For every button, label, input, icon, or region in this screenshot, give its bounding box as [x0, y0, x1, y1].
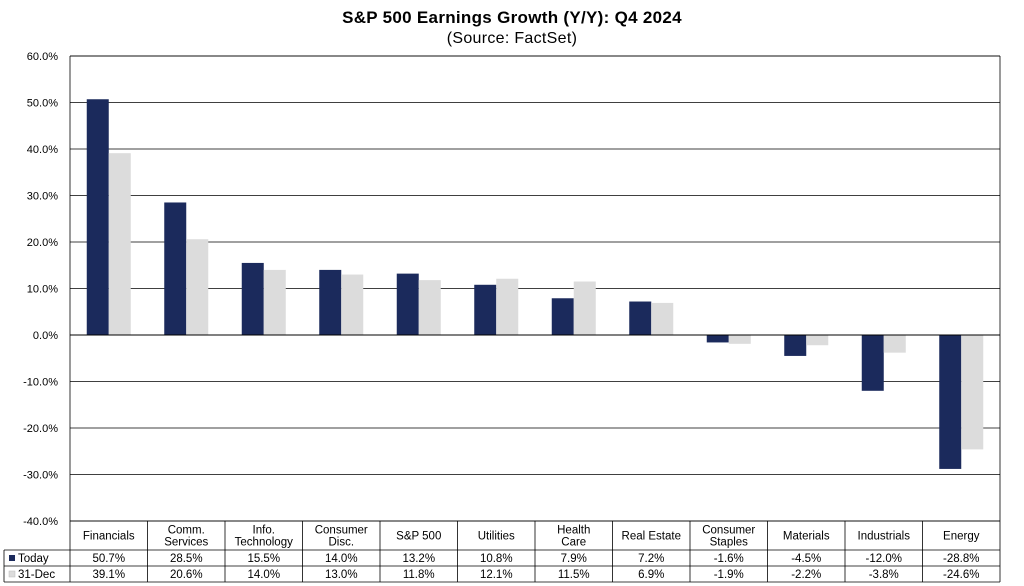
bar-31-dec [341, 274, 364, 335]
data-table-value: -28.8% [943, 553, 979, 565]
y-tick-label: 20.0% [27, 237, 58, 249]
data-table-value: 13.2% [402, 553, 435, 565]
legend-series-name: Today [18, 553, 49, 565]
y-tick-label: 40.0% [27, 144, 58, 156]
category-label: Utilities [478, 531, 515, 543]
category-label: Industrials [858, 531, 911, 543]
bar-31-dec [728, 335, 751, 344]
category-label: Care [561, 537, 586, 549]
bar-31-dec [263, 269, 286, 335]
bar-31-dec [806, 335, 829, 346]
y-tick-label: -20.0% [23, 423, 58, 435]
bar-31-dec [186, 239, 209, 335]
category-label: Materials [783, 531, 830, 543]
category-label: Technology [235, 537, 293, 549]
category-label: Consumer [702, 525, 755, 537]
y-tick-label: -30.0% [23, 470, 58, 482]
bar-today [629, 301, 652, 335]
y-tick-label: -40.0% [23, 516, 58, 528]
data-table-value: -2.2% [791, 569, 821, 581]
chart-subtitle: (Source: FactSet) [446, 30, 578, 47]
category-label: Real Estate [622, 531, 681, 543]
data-table-value: 7.9% [561, 553, 587, 565]
y-tick-label: 10.0% [27, 284, 58, 296]
bar-31-dec [496, 278, 519, 335]
bar-today [164, 202, 187, 335]
data-table-value: 20.6% [170, 569, 203, 581]
y-tick-label: 0.0% [33, 330, 58, 342]
bar-31-dec [573, 281, 596, 335]
bar-31-dec [883, 335, 906, 353]
bar-today [784, 335, 807, 356]
bar-today [551, 298, 574, 335]
bar-today [396, 273, 419, 335]
data-table-value: 13.0% [325, 569, 358, 581]
category-label: Energy [943, 531, 980, 543]
category-label: Health [557, 525, 590, 537]
bar-today [706, 335, 729, 343]
y-tick-label: 30.0% [27, 191, 58, 203]
legend-key-today [9, 555, 15, 561]
category-label: Comm. [168, 525, 205, 537]
data-table-value: 6.9% [638, 569, 664, 581]
bar-today [474, 284, 497, 335]
chart-title: S&P 500 Earnings Growth (Y/Y): Q4 2024 [342, 8, 682, 27]
data-table-value: 50.7% [92, 553, 125, 565]
y-tick-label: 60.0% [27, 51, 58, 63]
category-label: S&P 500 [396, 531, 441, 543]
data-table-value: -12.0% [866, 553, 902, 565]
data-table-value: -1.6% [714, 553, 744, 565]
bar-31-dec [961, 335, 984, 450]
legend-series-name: 31-Dec [18, 569, 55, 581]
bar-31-dec [418, 280, 441, 335]
category-label: Disc. [328, 537, 354, 549]
data-table-value: 39.1% [92, 569, 125, 581]
data-table-value: 11.5% [558, 569, 590, 581]
y-tick-label: 50.0% [27, 98, 58, 110]
bar-31-dec [651, 302, 674, 335]
data-table-value: 14.0% [247, 569, 280, 581]
data-table-value: -24.6% [943, 569, 979, 581]
data-table-value: 15.5% [247, 553, 280, 565]
category-label: Consumer [315, 525, 368, 537]
category-label: Staples [710, 537, 749, 549]
bar-31-dec [108, 153, 131, 335]
bar-today [861, 335, 884, 391]
data-table-value: 12.1% [480, 569, 513, 581]
bar-today [241, 262, 264, 335]
y-tick-label: -10.0% [23, 377, 58, 389]
bar-today [86, 99, 109, 336]
category-label: Financials [83, 531, 135, 543]
data-table-value: -1.9% [714, 569, 744, 581]
bar-today [939, 335, 962, 469]
category-label: Info. [253, 525, 275, 537]
data-table-value: 11.8% [403, 569, 435, 581]
data-table-value: 7.2% [638, 553, 664, 565]
legend-key-31-dec [8, 570, 16, 578]
data-table-value: 10.8% [480, 553, 513, 565]
data-table-value: 14.0% [325, 553, 358, 565]
bar-today [319, 269, 342, 335]
data-table-value: -3.8% [869, 569, 899, 581]
data-table-value: -4.5% [791, 553, 821, 565]
category-label: Services [164, 537, 208, 549]
data-table-value: 28.5% [170, 553, 203, 565]
